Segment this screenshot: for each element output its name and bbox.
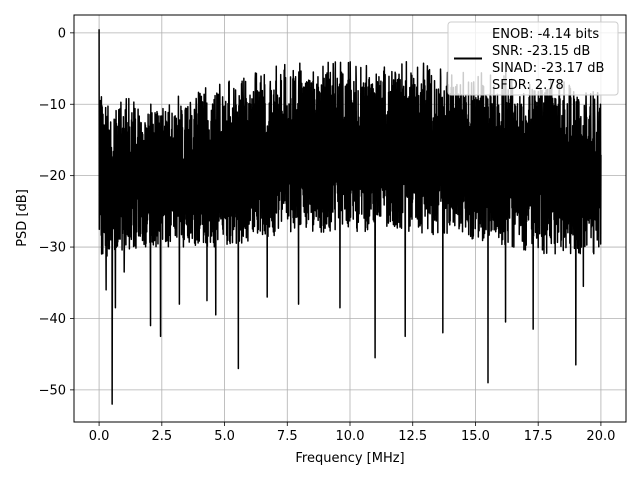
- y-tick-label: −40: [39, 312, 66, 327]
- legend-line-sfdr: SFDR: 2.78: [492, 78, 564, 93]
- series-line-psd: [98, 29, 602, 405]
- x-tick-label: 20.0: [586, 429, 615, 444]
- plot-series-group: [98, 29, 602, 405]
- y-tick-label: 0: [58, 26, 66, 41]
- y-tick-label: −10: [39, 98, 66, 113]
- x-axis: 0.0 2.5 5.0 7.5 10.0 12.5 15.0 17.5 20.0: [89, 422, 615, 444]
- x-tick-label: 5.0: [214, 429, 235, 444]
- x-tick-label: 2.5: [151, 429, 172, 444]
- y-axis: 0 −10 −20 −30 −40 −50: [39, 26, 74, 398]
- x-tick-label: 7.5: [277, 429, 298, 444]
- y-tick-label: −30: [39, 241, 66, 256]
- x-tick-label: 10.0: [336, 429, 365, 444]
- y-axis-label: PSD [dB]: [15, 189, 30, 247]
- legend-line-sinad: SINAD: -23.17 dB: [492, 61, 604, 76]
- x-tick-label: 15.0: [461, 429, 490, 444]
- legend: ENOB: -4.14 bits SNR: -23.15 dB SINAD: -…: [447, 21, 619, 96]
- legend-line-snr: SNR: -23.15 dB: [492, 44, 590, 59]
- y-tick-label: −50: [39, 383, 66, 398]
- y-tick-label: −20: [39, 169, 66, 184]
- legend-line-enob: ENOB: -4.14 bits: [492, 27, 599, 42]
- x-tick-label: 0.0: [89, 429, 110, 444]
- x-tick-label: 17.5: [524, 429, 553, 444]
- legend-box: [447, 21, 619, 96]
- x-tick-label: 12.5: [398, 429, 427, 444]
- x-axis-label: Frequency [MHz]: [295, 451, 404, 466]
